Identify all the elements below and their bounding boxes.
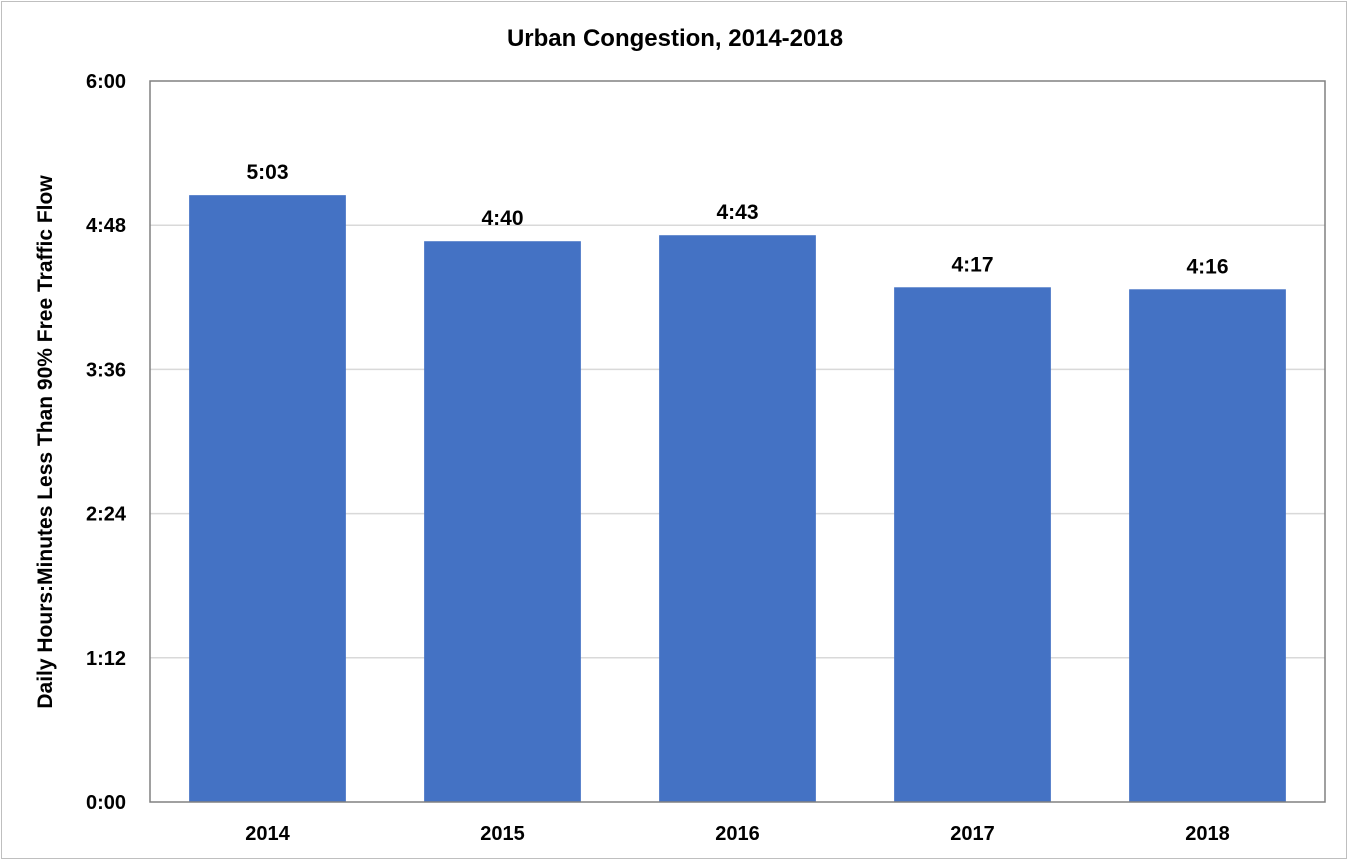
- chart-title: Urban Congestion, 2014-2018: [507, 25, 843, 52]
- bar: [189, 195, 346, 803]
- data-label: 4:17: [951, 253, 993, 276]
- data-label: 5:03: [246, 161, 288, 184]
- plot-border-rect: [149, 80, 1326, 803]
- y-tick-label: 0:00: [86, 792, 126, 814]
- x-tick-label: 2016: [715, 823, 760, 845]
- data-label: 4:43: [716, 201, 758, 224]
- y-tick-label: 4:48: [86, 215, 126, 237]
- bars: [189, 195, 1286, 803]
- data-label: 4:16: [1186, 255, 1228, 278]
- y-tick-labels: 0:00 1:12 2:24 3:36 4:48 6:00: [86, 71, 127, 814]
- x-tick-labels: 2014 2015 2016 2017 2018: [245, 823, 1230, 845]
- x-tick-label: 2018: [1185, 823, 1230, 845]
- bar: [894, 287, 1051, 802]
- y-axis-label: Daily Hours:Minutes Less Than 90% Free T…: [34, 175, 57, 709]
- y-tick-label: 6:00: [86, 71, 126, 93]
- y-tick-label: 3:36: [86, 359, 126, 381]
- x-tick-label: 2015: [480, 823, 525, 845]
- y-tick-label: 2:24: [86, 504, 127, 526]
- plot-area-border: [149, 80, 1326, 803]
- bar: [659, 235, 816, 803]
- data-label: 4:40: [481, 207, 523, 230]
- data-labels: 5:03 4:40 4:43 4:17 4:16: [246, 161, 1228, 278]
- bar: [424, 241, 581, 802]
- x-tick-label: 2017: [950, 823, 995, 845]
- bar: [1129, 289, 1286, 802]
- y-tick-label: 1:12: [86, 648, 126, 670]
- x-tick-label: 2014: [245, 823, 290, 845]
